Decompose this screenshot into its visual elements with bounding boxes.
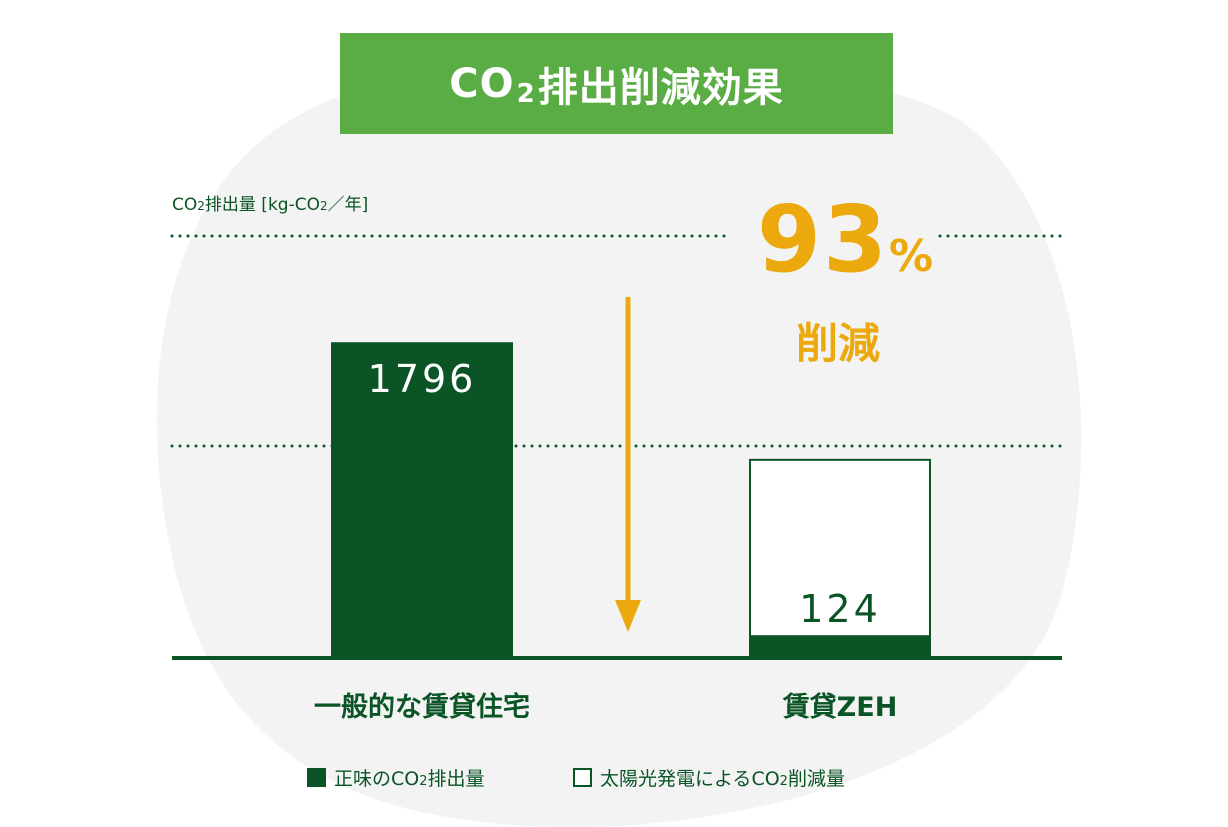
legend-item-net-emission: 正味のCO2排出量	[307, 762, 485, 792]
legend-solar-sub: 2	[779, 773, 788, 789]
unit-co: CO	[172, 195, 198, 215]
legend-text-net: 正味のCO2排出量	[334, 764, 485, 791]
legend-solar-post: 削減量	[787, 767, 845, 790]
legend-item-solar-reduction: 太陽光発電によるCO2削減量	[573, 762, 845, 792]
bar-solar-reduction-1	[749, 458, 931, 638]
legend-text-solar: 太陽光発電によるCO2削減量	[600, 764, 845, 791]
legend-net-sub: 2	[419, 773, 428, 789]
legend-solar-pre: 太陽光発電による	[600, 767, 752, 790]
reduction-arrow-head	[615, 600, 641, 632]
title-co: CO	[449, 60, 515, 107]
legend-swatch-empty	[573, 767, 592, 787]
legend-swatch-filled	[307, 767, 326, 787]
reduction-percent-sign: %	[888, 231, 934, 282]
reduction-word: 削減	[795, 319, 880, 368]
reduction-number: 93	[756, 186, 889, 293]
unit-sub2: 2	[319, 199, 328, 213]
bar-net-emission-0	[331, 342, 513, 658]
data-label-0: 1796	[368, 357, 477, 401]
legend-net-co: CO	[391, 767, 420, 790]
bar-net-emission-1	[749, 636, 931, 658]
chart-title: CO 2 排出削減効果	[340, 33, 893, 134]
category-label-general: 一般的な賃貸住宅	[314, 692, 530, 723]
unit-sub: 2	[197, 199, 205, 213]
legend-solar-co: CO	[751, 767, 780, 790]
title-rest: 排出削減効果	[537, 64, 784, 111]
category-label-zeh: 賃貸ZEH	[782, 692, 898, 723]
reduction-percent: 93%	[740, 190, 950, 290]
y-axis-unit-label: CO2排出量 [kg-CO2／年]	[172, 190, 368, 215]
legend-net-pre: 正味の	[334, 767, 392, 790]
legend-net-post: 排出量	[427, 767, 485, 790]
unit-post: ／年]	[327, 195, 369, 215]
data-label-1: 124	[799, 587, 881, 631]
title-subscript: 2	[516, 78, 536, 109]
unit-mid: 排出量 [kg-CO	[204, 195, 320, 215]
